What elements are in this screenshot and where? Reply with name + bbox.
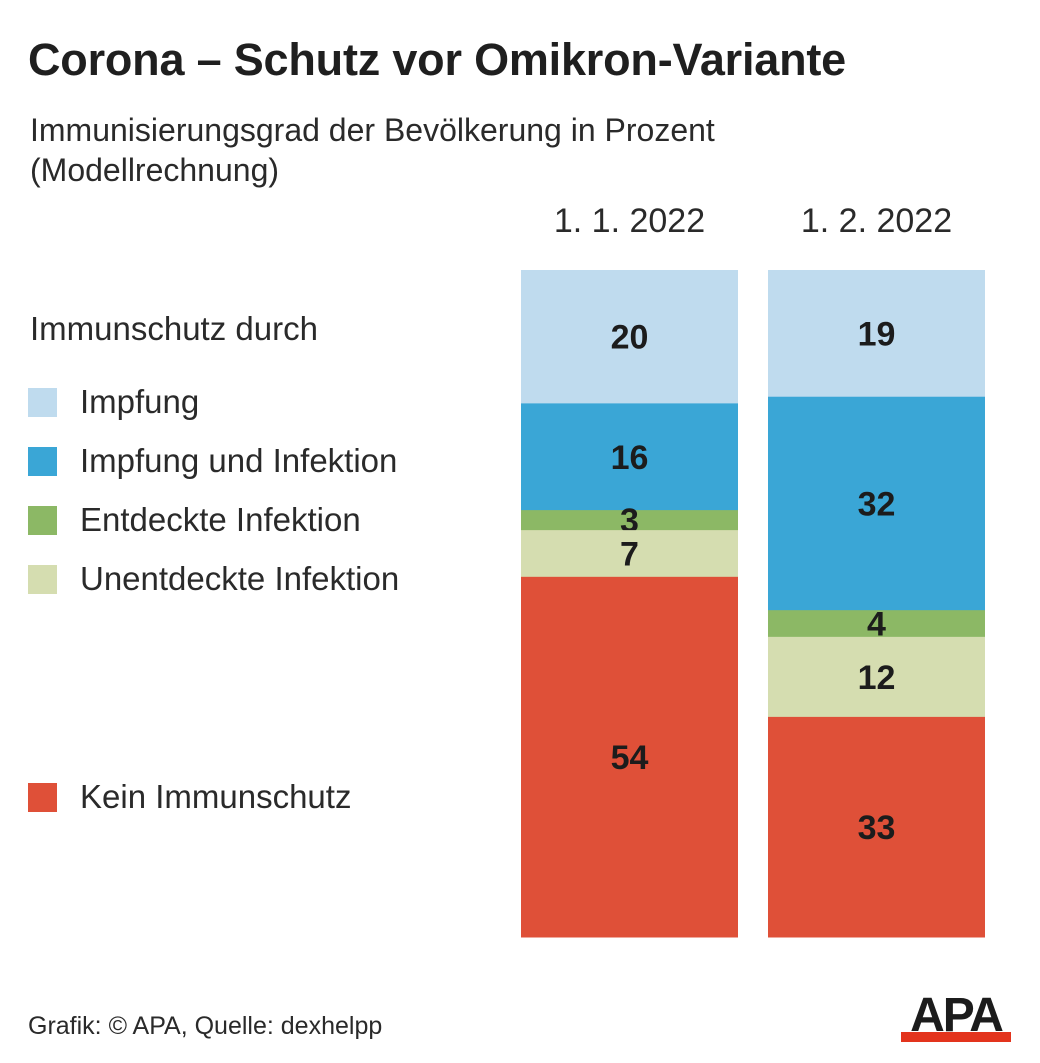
bar-segment-entdeckte-infektion-1 — [521, 510, 738, 531]
data-label-impfung-infektion-2: 32 — [858, 485, 896, 523]
legend-item-kein-immunschutz: Kein Immunschutz — [28, 777, 351, 817]
bar-segment-kein-immunschutz-1 — [521, 576, 738, 938]
apa-logo: APA — [898, 989, 1014, 1044]
legend-swatch-entdeckte-infektion — [28, 505, 57, 535]
data-label-impfung-infektion-1: 16 — [611, 439, 649, 477]
legend-swatch-unentdeckte-infektion — [28, 564, 57, 594]
chart-title: Corona – Schutz vor Omikron-Variante — [28, 34, 846, 85]
data-label-unentdeckte-infektion-2: 12 — [858, 659, 896, 697]
bar-segment-impfung-infektion-1 — [521, 403, 738, 511]
bar-segment-impfung-1 — [521, 270, 738, 404]
data-label-unentdeckte-infektion-1: 7 — [620, 535, 639, 573]
legend-label-unentdeckte-infektion: Unentdeckte Infektion — [80, 560, 400, 597]
legend-item-entdeckte-infektion: Entdeckte Infektion — [28, 500, 361, 540]
legend-swatch-kein-immunschutz — [28, 782, 57, 812]
legend-item-impfung-infektion: Impfung und Infektion — [28, 441, 397, 481]
legend-swatch-impfung-infektion — [28, 446, 57, 476]
bar-segment-impfung-infektion-2 — [768, 396, 985, 611]
bar-segment-unentdeckte-infektion-1 — [521, 530, 738, 578]
legend-label-impfung-infektion: Impfung und Infektion — [80, 442, 398, 479]
bar-segment-unentdeckte-infektion-2 — [768, 636, 985, 718]
category-label-2: 1. 2. 2022 — [801, 202, 952, 240]
legend-label-kein-immunschutz: Kein Immunschutz — [80, 778, 352, 815]
legend-label-impfung: Impfung — [80, 383, 200, 420]
data-label-kein-immunschutz-2: 33 — [858, 809, 896, 847]
legend-item-unentdeckte-infektion: Unentdeckte Infektion — [28, 559, 399, 599]
bar-segment-kein-immunschutz-2 — [768, 716, 985, 938]
data-label-kein-immunschutz-1: 54 — [611, 739, 649, 777]
subtitle-line-1: Immunisierungsgrad der Bevölkerung in Pr… — [30, 112, 715, 148]
category-label-1: 1. 1. 2022 — [554, 202, 705, 240]
bar-segment-entdeckte-infektion-2 — [768, 610, 985, 638]
legend-swatch-impfung — [28, 387, 57, 417]
bar-segment-impfung-2 — [768, 270, 985, 398]
data-label-impfung-1: 20 — [611, 319, 649, 357]
data-label-entdeckte-infektion-2: 4 — [867, 606, 886, 644]
source-credit: Grafik: © APA, Quelle: dexhelpp — [28, 1012, 383, 1040]
data-label-impfung-2: 19 — [858, 315, 896, 353]
legend-heading: Immunschutz durch — [30, 310, 318, 347]
legend-item-impfung: Impfung — [28, 382, 199, 422]
chart-subtitle: Immunisierungsgrad der Bevölkerung in Pr… — [30, 110, 930, 190]
legend-label-entdeckte-infektion: Entdeckte Infektion — [80, 501, 361, 538]
subtitle-line-2: (Modellrechnung) — [30, 152, 280, 188]
